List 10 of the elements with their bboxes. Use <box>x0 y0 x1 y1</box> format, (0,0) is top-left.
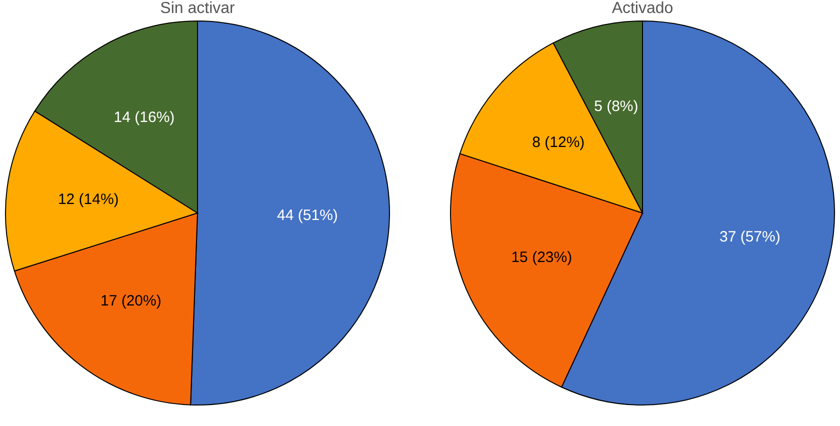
data-label: 12 (14%) <box>58 191 119 208</box>
data-label: 14 (16%) <box>114 108 175 126</box>
chart-title: Activado <box>612 0 674 17</box>
chart-title: Sin activar <box>160 0 236 17</box>
data-label: 5 (8%) <box>594 98 638 116</box>
data-label: 8 (12%) <box>532 134 585 152</box>
data-label: 44 (51%) <box>277 206 338 224</box>
data-label: 37 (57%) <box>719 228 780 246</box>
data-label: 15 (23%) <box>511 248 572 266</box>
data-label: 17 (20%) <box>100 292 162 310</box>
